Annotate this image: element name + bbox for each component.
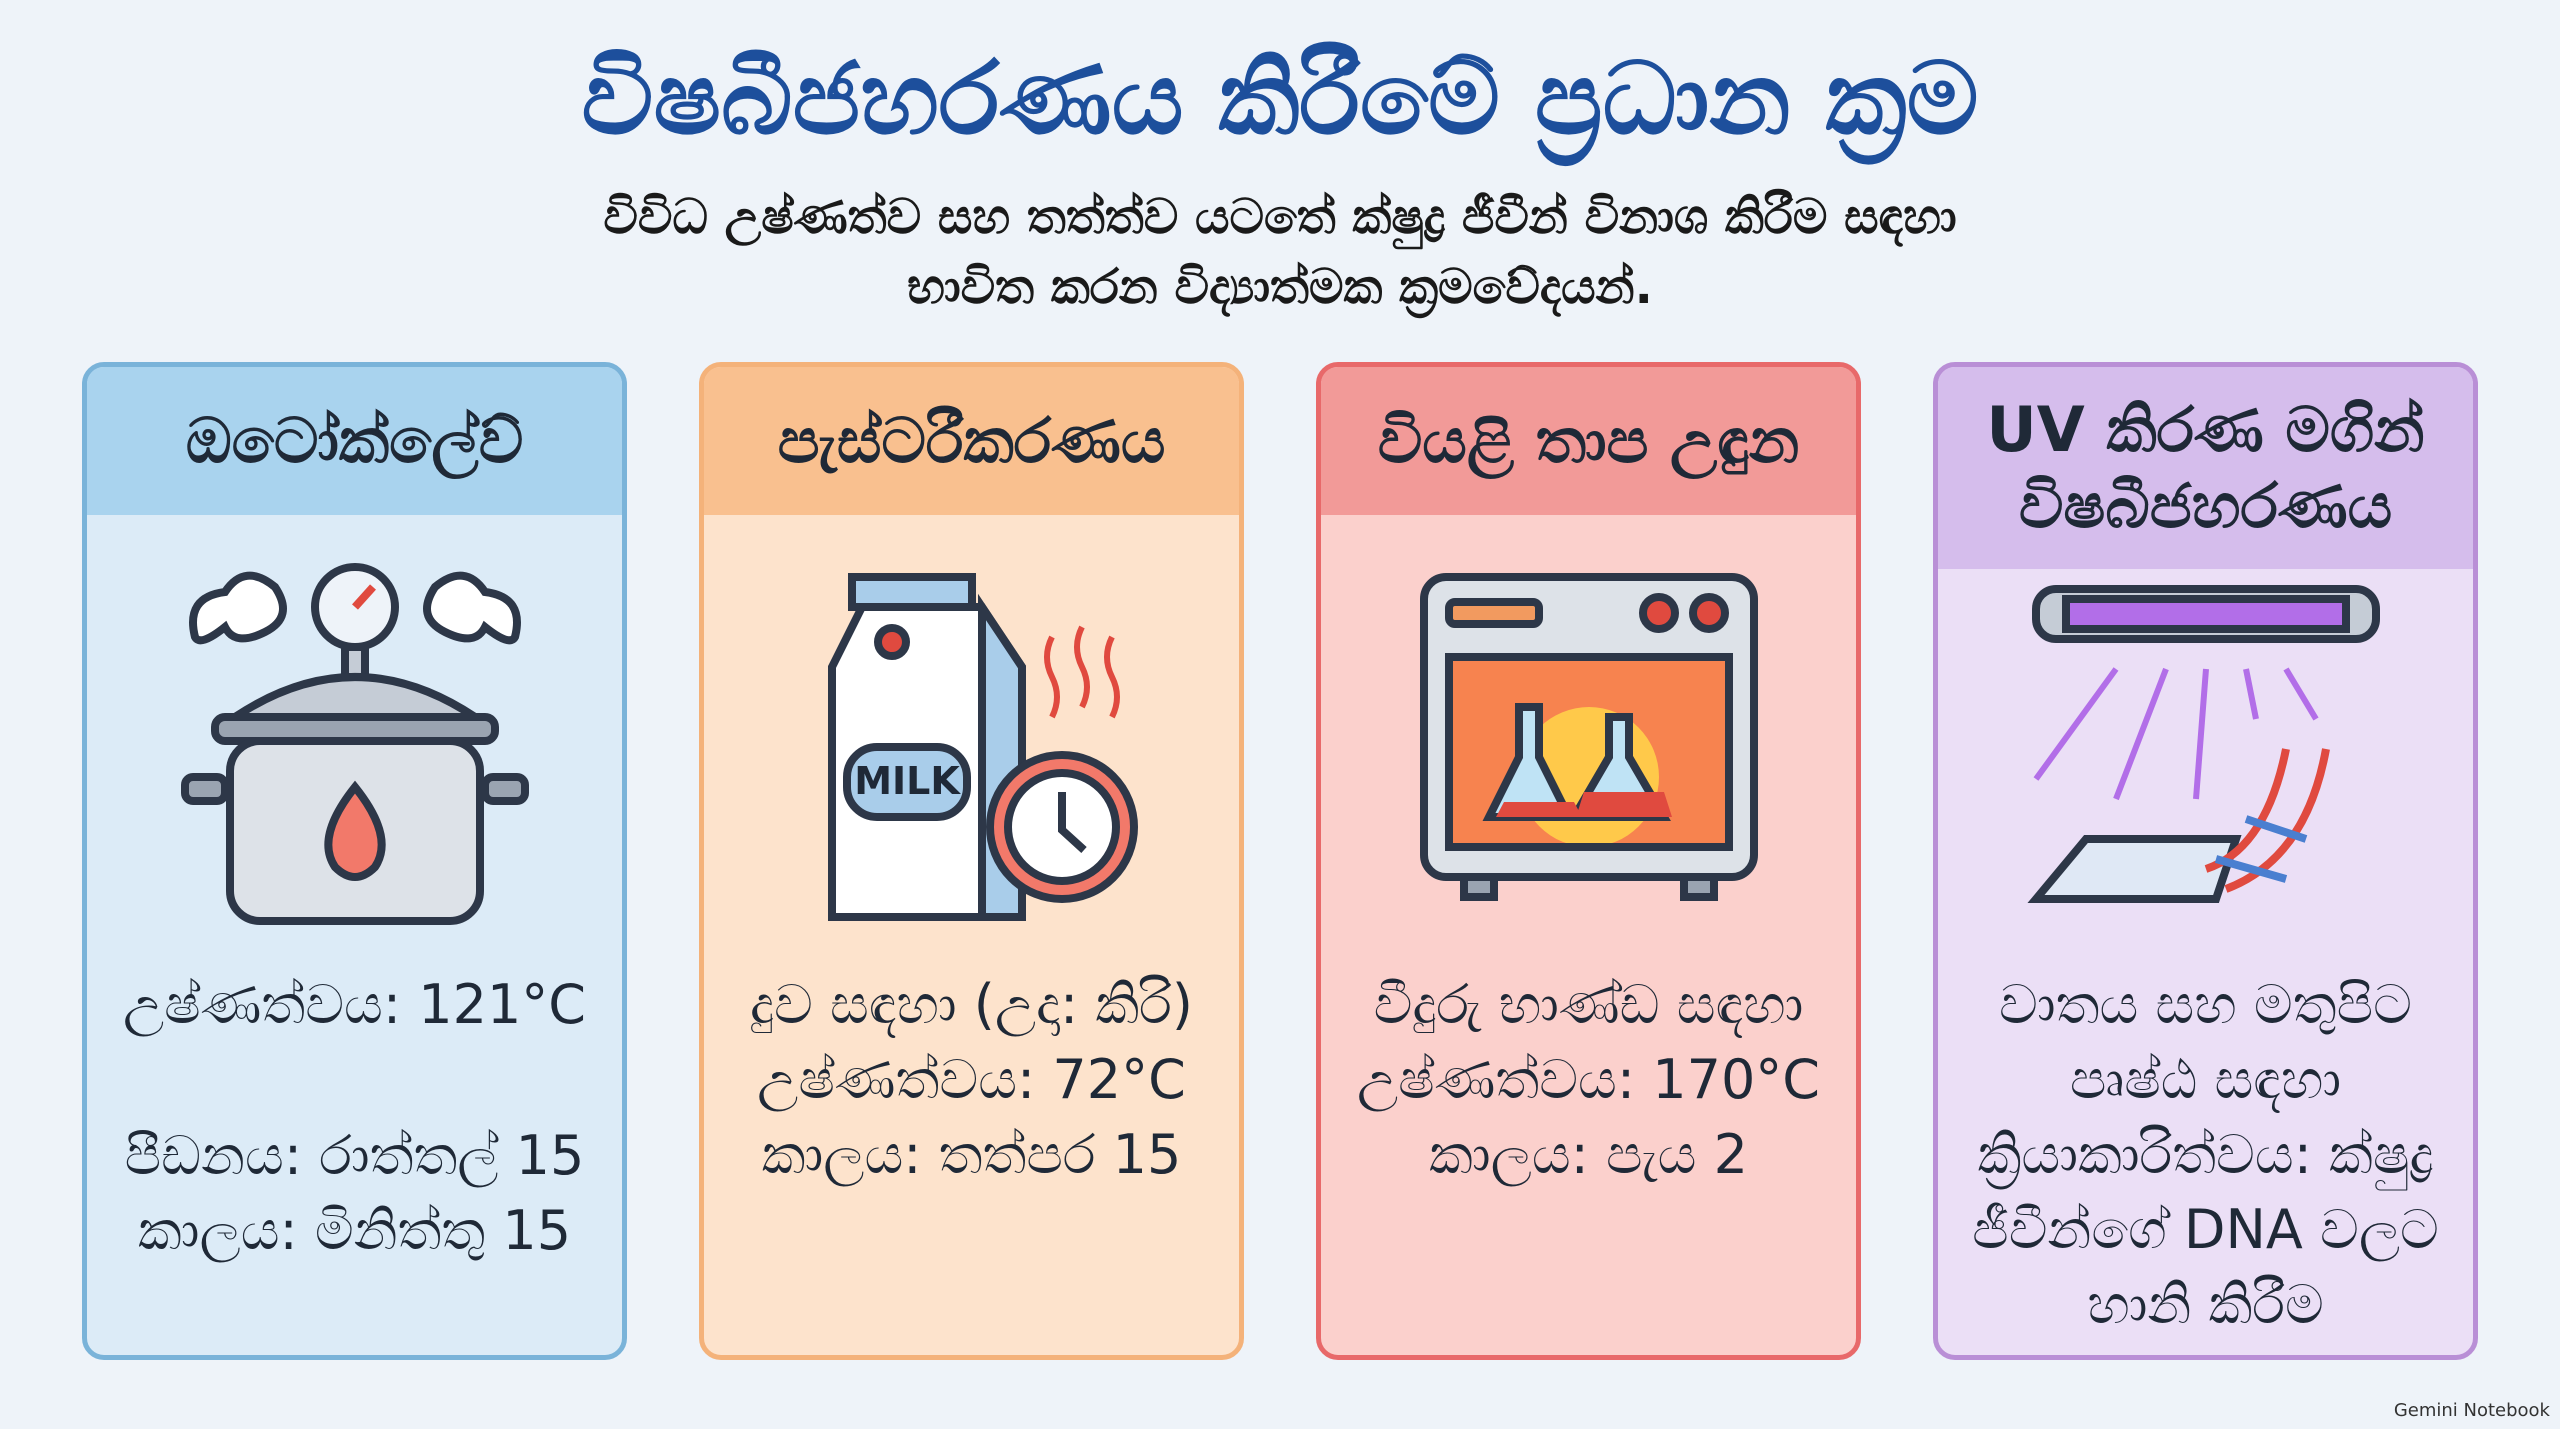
footer: Gemini Notebook [2393,1400,2550,1421]
card-line: උෂ්ණත්වය: 72°C [757,1048,1186,1111]
subtitle-line: භාවිත කරන විද්‍යාත්මක ක්‍රමවේදයන්. [907,259,1653,315]
subtitle-line: විවිධ උෂ්ණත්ව සහ තත්ත්ව යටතේ ක්ෂුද්‍ර ජී… [603,189,1957,245]
uv-icon [2026,585,2380,903]
title: විෂබීජහරණය කිරීමේ ප්‍රධාන ක්‍රම [581,40,1979,157]
card: පැස්ටරීකරණය MILK දුව සඳහා (උදා: කිරි) උෂ… [699,362,1244,1360]
card-title: ඔටෝක්ලේව් [87,367,622,515]
icon-label: MILK [854,759,961,803]
card-line: කාලය: තත්පර 15 [761,1123,1182,1186]
card-line: උෂ්ණත්වය: 121°C [122,973,587,1036]
card-line: කාලය: පැය 2 [1429,1123,1748,1186]
card-title: වියළි තාප උඳුන [1321,367,1856,515]
card-title: UV කිරණ මගින් විෂබීජහරණය [1938,367,2473,569]
card-line: කාලය: මිනිත්තු 15 [137,1199,572,1262]
card-title: පැස්ටරීකරණය [704,367,1239,515]
card-line: පීඩනය: රාත්තල් 15 [124,1124,585,1187]
card-line: ක්‍රියාකාරිත්වය: ක්ෂුද්‍ර ජීවීන්ගේ DNA ව… [1972,1123,2439,1336]
card: UV කිරණ මගින් විෂබීජහරණය වාතය සහ මතුපිට … [1933,362,2478,1360]
card-line: වීදුරු භාණ්ඩ සඳහා [1373,973,1804,1036]
card-line: වාතය සහ මතුපිට පෘෂ්ඨ සඳහා [1999,973,2412,1111]
card-line: දුව සඳහා (උදා: කිරි) [750,973,1193,1036]
oven-icon [1419,573,1758,901]
card-line: උෂ්ණත්වය: 170°C [1356,1048,1821,1111]
card: වියළි තාප උඳුන වීදුරු භාණ්ඩ සඳහා උෂ්ණත්ව… [1316,362,1861,1360]
autoclave-icon [180,563,529,925]
card: ඔටෝක්ලේව් උෂ්ණත්වය: 121°C පීඩනය: රාත්තල්… [82,362,627,1360]
milk-icon: MILK [827,573,1138,921]
subtitle: විවිධ උෂ්ණත්ව සහ තත්ත්ව යටතේ ක්ෂුද්‍ර ජී… [330,182,2230,322]
